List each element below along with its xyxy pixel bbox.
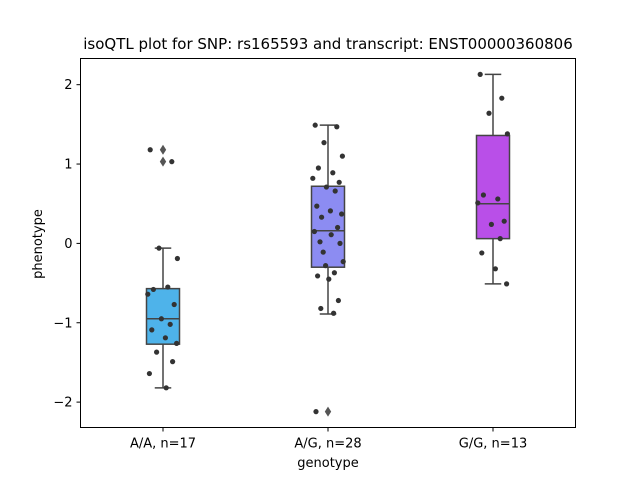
box-iqr	[145, 287, 181, 345]
data-point	[156, 245, 162, 251]
data-point	[499, 95, 505, 101]
data-point	[163, 385, 169, 391]
outlier-marker	[159, 156, 167, 167]
data-point	[146, 370, 152, 377]
data-point	[162, 335, 168, 341]
data-point	[150, 286, 156, 293]
data-point	[174, 255, 180, 262]
data-point	[147, 147, 153, 153]
data-point	[328, 232, 334, 238]
data-point	[479, 250, 485, 256]
data-point	[310, 175, 316, 181]
y-axis-label: phenotype	[31, 209, 46, 279]
data-point	[331, 310, 337, 316]
data-point	[480, 192, 486, 198]
data-point	[330, 170, 336, 176]
outlier-marker	[324, 406, 332, 417]
data-point	[501, 218, 507, 224]
data-point	[337, 240, 343, 246]
data-point	[314, 203, 320, 209]
data-point	[315, 165, 321, 171]
data-point	[486, 110, 492, 116]
y-tick-label: −1	[53, 316, 72, 331]
chart-title: isoQTL plot for SNP: rs165593 and transc…	[83, 35, 573, 53]
data-point	[340, 259, 346, 265]
data-point	[321, 140, 327, 146]
data-point	[158, 316, 164, 322]
y-tick-label: 2	[64, 78, 72, 93]
x-axis-label: genotype	[297, 456, 358, 471]
data-point	[320, 249, 326, 255]
data-point	[495, 196, 501, 202]
data-point	[504, 281, 510, 287]
data-point	[477, 71, 483, 77]
data-point	[165, 284, 171, 290]
data-point	[318, 305, 324, 312]
x-tick-label: A/G, n=28	[294, 437, 361, 452]
data-point	[334, 124, 340, 130]
x-tick-label: G/G, n=13	[459, 437, 527, 452]
data-point	[331, 270, 337, 276]
data-point	[339, 153, 345, 159]
x-tick-label: A/A, n=17	[130, 437, 196, 452]
data-point	[312, 122, 318, 128]
data-point	[336, 179, 342, 185]
outlier-marker	[159, 144, 167, 155]
data-point	[323, 184, 329, 190]
data-point	[170, 359, 176, 365]
plot-area	[145, 71, 511, 417]
data-point	[315, 273, 321, 279]
data-point	[174, 340, 180, 346]
data-point	[488, 221, 494, 227]
data-point	[332, 188, 338, 194]
data-point	[149, 327, 155, 333]
data-point	[167, 321, 173, 327]
data-point	[335, 297, 341, 304]
data-point	[327, 208, 333, 214]
data-point	[145, 291, 151, 297]
data-point	[475, 200, 481, 206]
data-point	[335, 224, 341, 231]
data-point	[326, 276, 332, 282]
data-point	[313, 409, 319, 415]
data-point	[154, 349, 160, 355]
data-point	[339, 211, 345, 217]
data-point	[319, 214, 325, 220]
data-point	[317, 239, 323, 245]
y-tick-label: −2	[53, 396, 72, 411]
data-point	[323, 263, 329, 269]
data-point	[311, 228, 317, 235]
data-point	[492, 266, 498, 272]
y-tick-label: 1	[64, 158, 72, 173]
data-point	[504, 131, 510, 137]
data-point	[171, 301, 177, 308]
y-tick-label: 0	[64, 237, 72, 252]
data-point	[497, 236, 503, 242]
data-point	[169, 159, 175, 165]
